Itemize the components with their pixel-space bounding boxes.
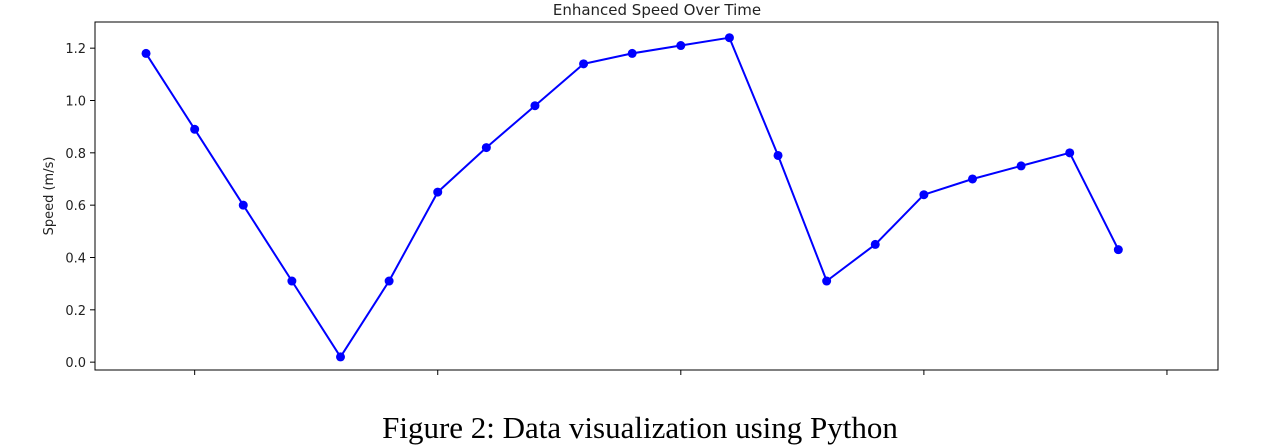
series-layer (141, 33, 1123, 362)
chart-title: Enhanced Speed Over Time (553, 1, 761, 19)
data-point (481, 143, 491, 153)
data-point (627, 48, 637, 58)
data-point (967, 174, 977, 184)
data-point (919, 190, 929, 200)
line-chart: Enhanced Speed Over Time Speed (m/s) 0.0… (42, 1, 1219, 375)
data-point (238, 200, 248, 210)
figure-caption: Figure 2: Data visualization using Pytho… (382, 410, 898, 445)
y-tick-label: 0.2 (65, 304, 86, 319)
y-axis-ticks: 0.0 0.2 0.4 0.6 0.8 1.0 1.2 (65, 42, 95, 371)
data-point (1016, 161, 1026, 171)
data-point (822, 276, 832, 286)
data-point (676, 41, 686, 51)
plot-area-frame (94, 21, 1219, 371)
data-point (530, 101, 540, 111)
y-tick-label: 0.4 (65, 251, 86, 266)
data-point (336, 352, 346, 362)
data-point (1113, 245, 1123, 255)
data-point (579, 59, 589, 69)
data-point (724, 33, 734, 43)
data-point (433, 187, 443, 197)
data-point (141, 48, 151, 58)
data-point (773, 150, 783, 160)
y-axis-label: Speed (m/s) (42, 157, 57, 236)
data-point (287, 276, 297, 286)
data-point (870, 239, 880, 249)
series-line (145, 36, 1120, 358)
y-tick-label: 1.2 (65, 42, 86, 57)
y-tick-label: 1.0 (65, 94, 86, 109)
y-tick-label: 0.6 (65, 199, 86, 214)
y-tick-label: 0.8 (65, 147, 86, 162)
data-point (384, 276, 394, 286)
y-tick-label: 0.0 (65, 356, 86, 371)
data-point (190, 124, 200, 134)
x-axis-ticks (194, 370, 1168, 375)
data-point (1065, 148, 1075, 158)
